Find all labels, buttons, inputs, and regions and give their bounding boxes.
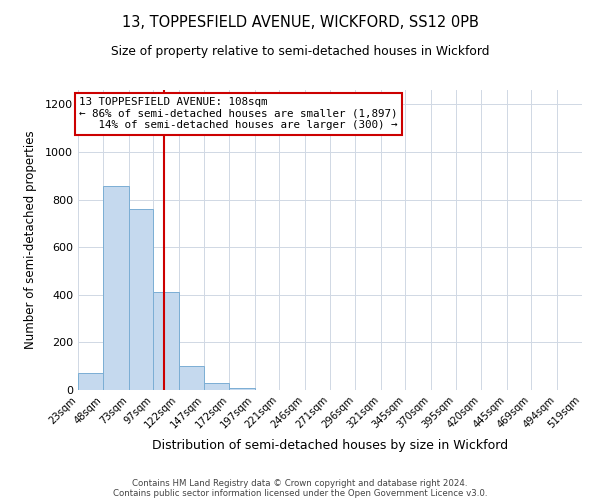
Text: 13 TOPPESFIELD AVENUE: 108sqm
← 86% of semi-detached houses are smaller (1,897)
: 13 TOPPESFIELD AVENUE: 108sqm ← 86% of s… [79, 97, 398, 130]
Text: Contains public sector information licensed under the Open Government Licence v3: Contains public sector information licen… [113, 488, 487, 498]
Text: Contains HM Land Registry data © Crown copyright and database right 2024.: Contains HM Land Registry data © Crown c… [132, 478, 468, 488]
Bar [153, 292, 179, 390]
Text: Size of property relative to semi-detached houses in Wickford: Size of property relative to semi-detach… [111, 45, 489, 58]
Bar [78, 374, 103, 390]
Bar [129, 208, 153, 390]
Bar [204, 384, 229, 390]
Bar [179, 366, 204, 390]
Text: 13, TOPPESFIELD AVENUE, WICKFORD, SS12 0PB: 13, TOPPESFIELD AVENUE, WICKFORD, SS12 0… [122, 15, 478, 30]
X-axis label: Distribution of semi-detached houses by size in Wickford: Distribution of semi-detached houses by … [152, 439, 508, 452]
Bar [229, 388, 255, 390]
Y-axis label: Number of semi-detached properties: Number of semi-detached properties [23, 130, 37, 350]
Bar [103, 186, 129, 390]
